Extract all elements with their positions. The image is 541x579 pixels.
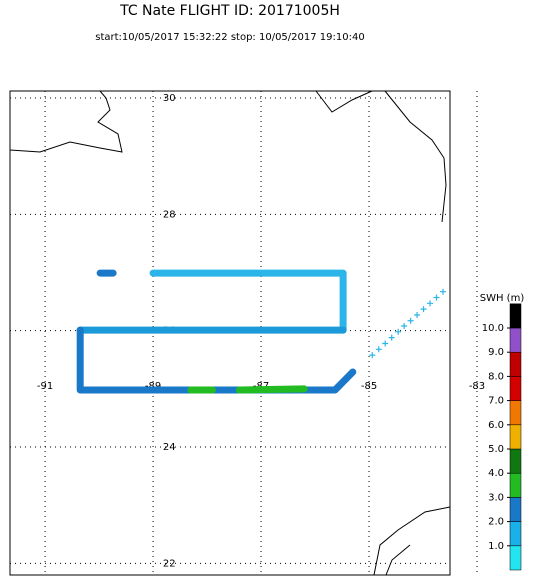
colorbar-tick-label: 8.0 [488, 371, 504, 382]
colorbar-bin [509, 376, 522, 401]
colorbar-tick-label: 2.0 [488, 517, 504, 528]
colorbar-tick-label: 5.0 [488, 444, 504, 455]
colorbar-tick-label: 6.0 [488, 420, 504, 431]
colorbar-tick-label: 7.0 [488, 396, 504, 407]
flight-track [76, 326, 357, 394]
colorbar-bin [509, 400, 522, 426]
cross-marker [433, 294, 440, 301]
lat-label: 24 [163, 442, 176, 453]
colorbar-bin [509, 472, 522, 498]
coastline [385, 544, 411, 576]
cross-marker [420, 306, 427, 313]
lon-label: -83 [469, 381, 485, 392]
colorbar-bin [509, 327, 522, 353]
cross-marker [407, 317, 414, 324]
cross-marker [369, 352, 376, 359]
lon-label: -85 [361, 381, 377, 392]
map-frame [9, 90, 451, 576]
subtitle: start:10/05/2017 15:32:22 stop: 10/05/20… [95, 32, 364, 43]
lon-label: -91 [37, 381, 53, 392]
flight-track [149, 269, 347, 334]
coastline [9, 90, 123, 153]
lat-label: 22 [163, 558, 176, 569]
cross-marker [414, 311, 421, 318]
lat-label: 28 [163, 209, 176, 220]
colorbar-tick-label: 9.0 [488, 347, 504, 358]
colorbar-bin [509, 351, 522, 377]
colorbar-bin [509, 448, 522, 474]
cross-marker [395, 328, 402, 335]
cross-marker [439, 288, 446, 295]
colorbar-tick-label: 4.0 [488, 468, 504, 479]
coastline [315, 90, 373, 113]
lon-label: -89 [145, 381, 161, 392]
colorbar-bin [509, 521, 522, 547]
flight-track [235, 385, 308, 394]
colorbar-tick-label: 10.0 [482, 323, 504, 334]
cross-marker [375, 346, 382, 353]
cross-marker [401, 323, 408, 330]
coastline [384, 90, 447, 223]
title: TC Nate FLIGHT ID: 20171005H [119, 3, 340, 19]
colorbar-bin [509, 497, 522, 522]
cross-marker [388, 334, 395, 341]
lat-label: 30 [163, 93, 176, 104]
colorbar-tick-label: 1.0 [488, 541, 504, 552]
cross-marker [382, 340, 389, 347]
colorbar-bin [509, 303, 522, 329]
colorbar-tick-label: 3.0 [488, 492, 504, 503]
coastline [373, 506, 451, 576]
colorbar-label: SWH (m) [480, 293, 525, 304]
colorbar-bin [509, 545, 522, 571]
cross-marker [427, 300, 434, 307]
colorbar-bin [509, 424, 522, 450]
coastlines [9, 90, 451, 576]
